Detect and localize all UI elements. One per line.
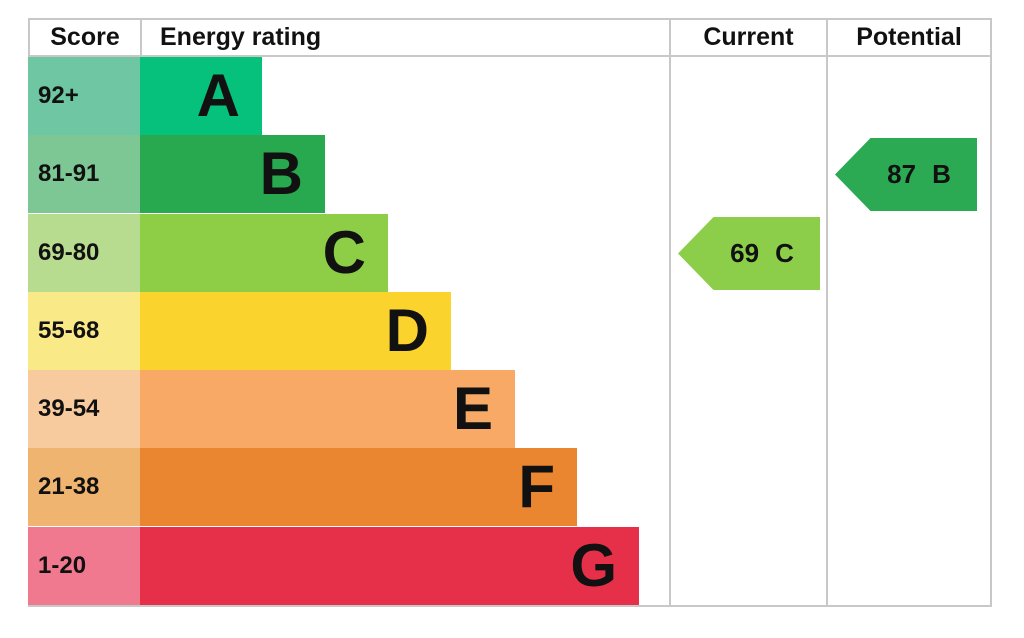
rating-bar-e: E	[140, 370, 515, 448]
rating-letter-e: E	[452, 375, 493, 442]
band-row-c: 69-80 C	[28, 214, 669, 292]
score-range-label: 69-80	[38, 239, 100, 266]
band-row-d: 55-68 D	[28, 292, 669, 370]
score-range-label: 92+	[38, 82, 79, 109]
band-row-f: 21-38 F	[28, 448, 669, 526]
rating-bar-c: C	[140, 214, 388, 292]
rating-letter-a: A	[196, 62, 240, 129]
column-header-score: Score	[50, 23, 120, 51]
current-rating-arrow: 69 C	[678, 217, 820, 290]
rating-bar-b: B	[140, 135, 325, 213]
score-cell-g: 1-20	[28, 527, 140, 605]
header-border-bottom	[28, 55, 992, 57]
score-range-label: 21-38	[38, 473, 100, 500]
band-row-e: 39-54 E	[28, 370, 669, 448]
table-border-top	[28, 18, 992, 20]
band-row-a: 92+ A	[28, 57, 669, 135]
score-range-label: 55-68	[38, 317, 100, 344]
column-header-current: Current	[703, 23, 794, 51]
band-row-b: 81-91 B	[28, 135, 669, 213]
potential-rating-value: 87	[887, 159, 917, 189]
column-header-potential: Potential	[856, 23, 962, 51]
score-range-label: 1-20	[38, 552, 87, 579]
score-cell-a: 92+	[28, 57, 140, 135]
rating-letter-d: D	[385, 297, 429, 364]
potential-rating-letter: B	[932, 159, 951, 189]
header-border-left	[28, 18, 30, 57]
column-divider-potential	[826, 18, 828, 607]
rating-bar-d: D	[140, 292, 451, 370]
score-cell-b: 81-91	[28, 135, 140, 213]
rating-letter-c: C	[322, 219, 366, 286]
header-divider-score-rating	[140, 18, 142, 57]
score-cell-c: 69-80	[28, 214, 140, 292]
current-rating-letter: C	[775, 238, 794, 268]
score-range-label: 39-54	[38, 395, 100, 422]
rating-bar-f: F	[140, 448, 577, 526]
rating-bar-g: G	[140, 527, 639, 605]
score-cell-d: 55-68	[28, 292, 140, 370]
score-cell-f: 21-38	[28, 448, 140, 526]
current-rating-value: 69	[730, 238, 760, 268]
rating-letter-b: B	[259, 140, 303, 207]
rating-letter-g: G	[570, 532, 617, 599]
rating-bar-a: A	[140, 57, 262, 135]
table-border-right	[990, 18, 992, 607]
band-row-g: 1-20 G	[28, 527, 669, 605]
column-header-energy-rating: Energy rating	[160, 23, 322, 51]
score-cell-e: 39-54	[28, 370, 140, 448]
column-divider-current	[669, 18, 671, 607]
score-range-label: 81-91	[38, 160, 100, 187]
epc-table: Score Energy rating Current Potential 92…	[28, 18, 992, 607]
rating-letter-f: F	[518, 453, 555, 520]
potential-rating-arrow: 87 B	[835, 138, 977, 211]
table-border-bottom	[28, 605, 992, 607]
